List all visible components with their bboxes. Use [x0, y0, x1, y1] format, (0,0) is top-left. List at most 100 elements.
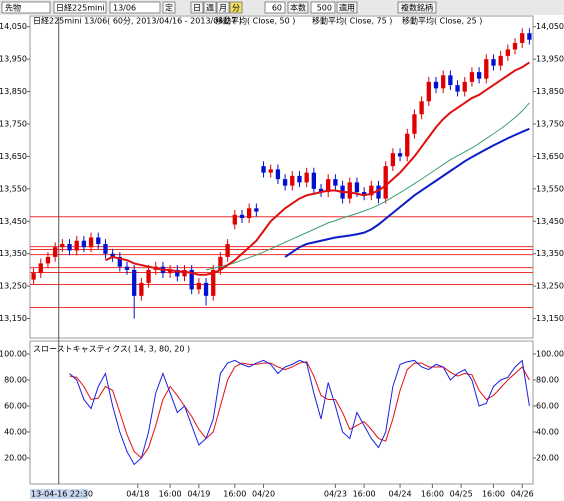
interval-input[interactable] [264, 1, 286, 14]
line [69, 361, 530, 459]
line [284, 127, 530, 258]
market-select[interactable] [1, 1, 51, 14]
count-input[interactable] [310, 1, 336, 14]
count-button[interactable] [287, 1, 309, 14]
x-tick-label: 16:00 [421, 490, 444, 499]
candle-body [52, 247, 58, 257]
candle-body [132, 269, 137, 296]
candle-body [347, 182, 352, 199]
y-tick-label: 13,450 [536, 217, 564, 226]
candle-body [484, 59, 489, 79]
candle-body [146, 269, 151, 283]
candle-body [469, 72, 475, 82]
y-tick-label: 60.00 [4, 401, 27, 410]
y-tick-label: 13,650 [536, 152, 564, 161]
y-tick-label: 13,750 [536, 120, 564, 129]
period-button[interactable] [203, 1, 217, 14]
y-tick-label: 100.00 [536, 349, 564, 358]
candle-body [275, 169, 281, 180]
apply-button[interactable] [336, 1, 358, 14]
candle-body [268, 169, 273, 173]
candle-body [419, 101, 424, 115]
period: 分 [232, 4, 240, 13]
legend-entry: 移動平均( Close, 75 ) [312, 16, 392, 26]
candle-body [390, 153, 396, 167]
candle-body [426, 81, 431, 102]
cursor-label-bg [30, 489, 88, 499]
y-tick-label: 60.00 [536, 401, 559, 410]
candle-body [38, 263, 43, 274]
line [69, 359, 530, 466]
candle-body [441, 75, 446, 89]
candle-body [397, 153, 403, 157]
x-tick-label: 04/23 [324, 490, 347, 499]
period-button-active[interactable] [229, 1, 243, 14]
candle-body [81, 240, 87, 248]
line [205, 102, 530, 271]
candle-body [448, 75, 453, 86]
candle-body [232, 214, 237, 225]
candle-body [520, 33, 525, 43]
y-tick-label: 13,250 [536, 282, 564, 291]
stoch-pane [29, 340, 534, 485]
x-tick-label: 04/24 [389, 490, 412, 499]
candle-body [167, 269, 173, 274]
fixed-button[interactable] [162, 1, 176, 14]
market: 先物 [5, 3, 21, 13]
candle-body [412, 114, 417, 134]
y-tick-label: 20.00 [536, 453, 559, 462]
y-tick-label: 14,050 [536, 22, 564, 31]
candle-body [60, 243, 65, 248]
candle-body [455, 85, 460, 92]
candle-body [239, 214, 245, 219]
candle-body [311, 172, 316, 189]
x-tick-label: 04/20 [252, 490, 275, 499]
candle-body [326, 179, 331, 193]
candle-body [290, 175, 295, 186]
candle-body [512, 42, 518, 50]
fixed: 定 [165, 3, 173, 13]
y-tick-label: 13,850 [0, 87, 27, 96]
period-button[interactable] [216, 1, 230, 14]
line [105, 61, 530, 276]
apply: 適用 [339, 3, 355, 13]
contract-select[interactable] [109, 1, 161, 14]
candle-body [211, 269, 216, 296]
candle-body [462, 81, 467, 92]
y-tick-label: 13,350 [536, 249, 564, 258]
candle-body [218, 256, 223, 270]
candle-body [505, 49, 511, 56]
count-label: 本数 [290, 3, 306, 13]
multi-button[interactable] [397, 1, 437, 14]
symbol: 日経225mini [56, 3, 105, 13]
symbol-select[interactable] [53, 1, 107, 14]
candle-body [254, 208, 259, 212]
price-pane [29, 15, 534, 339]
candle-body [297, 175, 302, 183]
candle-body [189, 269, 194, 290]
candle-body [103, 243, 108, 254]
candle-body [476, 72, 482, 79]
multi: 複数銘柄 [401, 3, 433, 13]
y-tick-label: 40.00 [4, 427, 27, 436]
candle-body [96, 237, 101, 244]
cursor-label: 13-04-16 22:30 [31, 490, 93, 499]
x-tick-label: 04/19 [187, 490, 210, 499]
candle-body [31, 273, 36, 280]
period: 日 [193, 4, 201, 13]
candle-body [117, 256, 122, 267]
candle-body [282, 179, 288, 186]
chart-title: スローストキャスティクス( 14, 3, 80, 20 ) [33, 345, 190, 354]
candle-body [139, 282, 144, 296]
x-tick-label: 16:00 [482, 490, 505, 499]
period: 月 [219, 4, 227, 13]
candle-body [376, 185, 381, 199]
count: 500 [317, 4, 332, 13]
interval: 60 [272, 4, 282, 13]
y-tick-label: 13,150 [536, 314, 564, 323]
candle-body [433, 81, 439, 89]
candle-body [527, 33, 532, 40]
period-button[interactable] [190, 1, 204, 14]
candle-body [498, 55, 503, 66]
